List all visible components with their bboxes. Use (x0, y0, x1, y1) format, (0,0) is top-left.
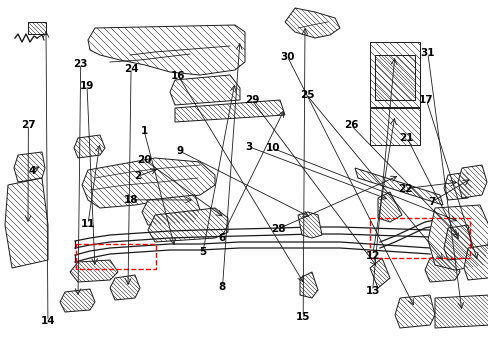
Polygon shape (394, 295, 434, 328)
Text: 10: 10 (265, 143, 280, 153)
Text: 25: 25 (299, 90, 314, 100)
Text: 3: 3 (245, 142, 252, 152)
Polygon shape (443, 225, 471, 260)
Text: 12: 12 (365, 251, 379, 261)
Polygon shape (170, 75, 240, 105)
Text: 14: 14 (41, 316, 55, 326)
Polygon shape (142, 195, 200, 225)
Text: 21: 21 (399, 132, 413, 143)
Text: 8: 8 (219, 282, 225, 292)
Text: 23: 23 (73, 59, 88, 69)
Polygon shape (82, 158, 215, 208)
Polygon shape (297, 212, 321, 238)
Text: 17: 17 (418, 95, 433, 105)
Polygon shape (369, 108, 419, 145)
Polygon shape (374, 55, 414, 100)
Polygon shape (285, 8, 339, 38)
Polygon shape (14, 152, 45, 182)
Polygon shape (74, 135, 105, 158)
Polygon shape (70, 260, 118, 282)
Polygon shape (175, 100, 285, 122)
Polygon shape (369, 42, 419, 107)
Text: 30: 30 (280, 52, 294, 62)
Text: 27: 27 (21, 120, 36, 130)
Text: 28: 28 (271, 224, 285, 234)
Polygon shape (88, 25, 244, 75)
Text: 6: 6 (218, 233, 224, 243)
Polygon shape (369, 258, 389, 288)
Text: 7: 7 (427, 197, 435, 207)
Polygon shape (377, 192, 401, 222)
Text: 15: 15 (295, 312, 310, 322)
Polygon shape (60, 289, 95, 312)
Text: 29: 29 (244, 95, 259, 105)
Polygon shape (424, 255, 459, 282)
Bar (369, 218, 469, 258)
Text: 4: 4 (28, 166, 36, 176)
Polygon shape (28, 22, 46, 34)
Text: 13: 13 (365, 286, 379, 296)
Text: 26: 26 (343, 120, 358, 130)
Text: 19: 19 (80, 81, 94, 91)
Polygon shape (5, 178, 48, 268)
Text: 20: 20 (137, 155, 151, 165)
Text: 9: 9 (176, 146, 183, 156)
Polygon shape (148, 208, 227, 242)
Text: 22: 22 (397, 184, 411, 194)
Bar (76, 244, 156, 269)
Polygon shape (427, 205, 488, 270)
Text: 11: 11 (81, 219, 95, 229)
Polygon shape (354, 168, 442, 205)
Polygon shape (463, 245, 488, 280)
Text: 18: 18 (123, 195, 138, 205)
Text: 1: 1 (141, 126, 147, 136)
Text: 24: 24 (123, 64, 138, 74)
Polygon shape (457, 165, 486, 198)
Polygon shape (299, 272, 317, 298)
Polygon shape (443, 172, 471, 200)
Text: 16: 16 (171, 71, 185, 81)
Text: 2: 2 (134, 171, 141, 181)
Polygon shape (434, 295, 488, 328)
Text: 31: 31 (420, 48, 434, 58)
Text: 5: 5 (199, 247, 206, 257)
Polygon shape (110, 275, 140, 300)
